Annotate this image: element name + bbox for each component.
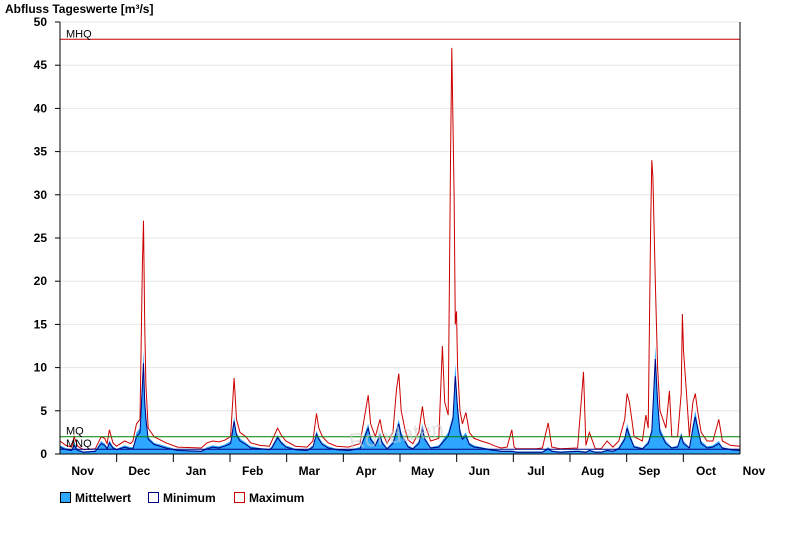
legend-item-maximum: Maximum xyxy=(234,491,304,505)
y-tick-label: 45 xyxy=(34,58,48,72)
x-tick-label: Feb xyxy=(242,464,263,478)
series-maximum-line xyxy=(59,47,741,451)
series-minimum-line xyxy=(59,358,741,453)
x-tick-label: Mar xyxy=(299,464,321,478)
reference-label-mnq: MNQ xyxy=(66,438,92,450)
x-tick-label: Nov xyxy=(743,464,766,478)
legend-item-minimum: Minimum xyxy=(148,491,216,505)
y-tick-label: 5 xyxy=(40,404,47,418)
y-tick-label: 20 xyxy=(34,274,48,288)
x-tick-label: May xyxy=(411,464,435,478)
x-tick-label: Nov xyxy=(71,464,94,478)
y-tick-label: 15 xyxy=(34,317,48,331)
x-tick-label: Jun xyxy=(469,464,490,478)
legend-swatch xyxy=(234,492,245,503)
y-tick-label: 35 xyxy=(34,145,48,159)
legend-swatch xyxy=(148,492,159,503)
y-tick-label: 50 xyxy=(34,15,48,29)
x-tick-label: Sep xyxy=(638,464,660,478)
reference-label-mhq: MHQ xyxy=(66,28,92,40)
y-tick-label: 30 xyxy=(34,188,48,202)
grid xyxy=(60,21,740,412)
legend-item-mittelwert: Mittelwert xyxy=(60,491,131,505)
x-tick-label: Apr xyxy=(356,464,377,478)
x-axis-ticks: Nov Dec Jan Feb Mar Apr May Jun Jul Aug Sep Oct Nov xyxy=(71,454,766,478)
plot-area xyxy=(59,47,741,454)
y-axis-ticks: 0 5 10 15 20 25 30 35 40 45 50 xyxy=(34,15,60,461)
y-tick-label: 40 xyxy=(34,101,48,115)
y-tick-label: 10 xyxy=(34,361,48,375)
x-tick-label: Jan xyxy=(186,464,207,478)
x-tick-label: Dec xyxy=(128,464,150,478)
x-tick-label: Jul xyxy=(527,464,544,478)
legend-label: Minimum xyxy=(163,491,216,505)
legend-label: Mittelwert xyxy=(75,491,131,505)
legend-label: Maximum xyxy=(249,491,304,505)
legend: Mittelwert Minimum Maximum xyxy=(60,491,304,505)
chart-title: Abfluss Tageswerte [m³/s] xyxy=(5,2,153,16)
y-tick-label: 25 xyxy=(34,231,48,245)
reference-label-mq: MQ xyxy=(66,426,84,438)
x-tick-label: Aug xyxy=(581,464,604,478)
x-tick-label: Oct xyxy=(696,464,716,478)
legend-swatch xyxy=(60,492,71,503)
y-tick-label: 0 xyxy=(40,447,47,461)
